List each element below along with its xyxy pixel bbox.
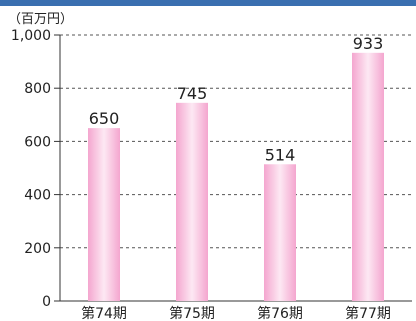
y-tick-label: 400 [24, 188, 51, 204]
bars [88, 52, 384, 302]
grid-lines [54, 34, 412, 302]
y-tick-label: 1,000 [11, 28, 51, 44]
y-axis-unit-label: （百万円） [8, 12, 74, 27]
data-label: 745 [177, 84, 208, 103]
bar [264, 164, 296, 301]
data-label: 933 [353, 34, 384, 53]
bar [352, 52, 384, 302]
header-strip [0, 0, 416, 6]
data-label: 514 [265, 145, 296, 164]
data-label: 650 [89, 109, 120, 128]
y-tick-label: 200 [24, 241, 51, 257]
category-label: 第77期 [345, 305, 391, 321]
y-tick-label: 600 [24, 134, 51, 150]
category-label: 第75期 [169, 305, 215, 321]
y-tick-label: 800 [24, 81, 51, 97]
bar [88, 128, 120, 301]
data-labels: 650 745 514 933 [89, 34, 384, 164]
y-tick-label: 0 [42, 294, 51, 310]
y-tick-labels: 0 200 400 600 800 1,000 [11, 28, 51, 310]
category-labels: 第74期 第75期 第76期 第77期 [81, 305, 391, 321]
bar [176, 102, 208, 301]
category-label: 第74期 [81, 305, 127, 321]
category-label: 第76期 [257, 305, 303, 321]
